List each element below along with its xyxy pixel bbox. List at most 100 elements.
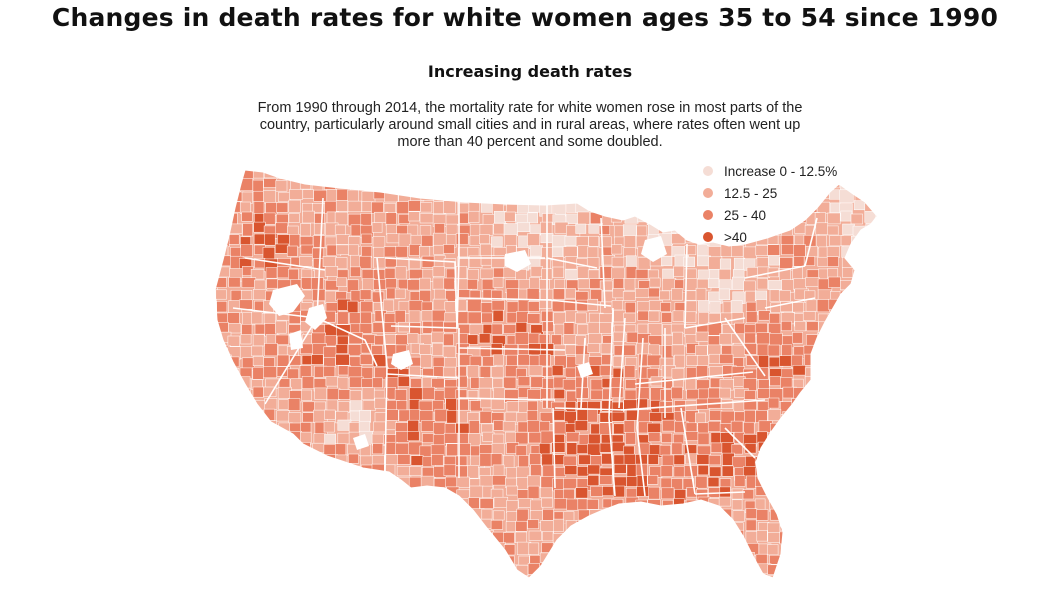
county-cell (708, 256, 723, 270)
county-cell (624, 192, 638, 205)
legend-item-25-40: 25 - 40 (703, 204, 843, 226)
county-cell (805, 487, 818, 499)
county-cell (888, 466, 895, 475)
county-cell (878, 312, 889, 322)
county-cell (566, 442, 578, 455)
county-cell (792, 555, 806, 569)
county-cell (266, 586, 278, 588)
county-cell (683, 311, 697, 323)
county-cell (350, 254, 361, 268)
county-cell (420, 420, 436, 432)
county-cell (240, 334, 252, 345)
county-cell (444, 159, 455, 168)
county-cell (517, 222, 530, 233)
county-cell (647, 454, 659, 465)
county-cell (386, 409, 399, 421)
county-cell (853, 387, 868, 399)
county-cell (803, 586, 813, 588)
county-cell (744, 443, 757, 454)
county-cell (505, 521, 518, 533)
county-cell (503, 376, 517, 389)
county-cell (252, 170, 265, 179)
county-cell (720, 399, 733, 409)
county-cell (563, 455, 577, 467)
county-cell (406, 553, 419, 565)
county-cell (612, 522, 627, 534)
county-cell (840, 158, 854, 169)
county-cell (302, 210, 315, 224)
county-cell (589, 521, 604, 534)
county-cell (599, 565, 612, 578)
county-cell (708, 563, 723, 576)
county-cell (250, 269, 265, 280)
county-cell (685, 378, 697, 391)
county-cell (396, 577, 410, 578)
county-cell (853, 278, 866, 292)
county-cell (252, 409, 264, 420)
county-cell (730, 420, 744, 433)
county-cell (372, 377, 383, 389)
county-cell (433, 232, 447, 247)
county-cell (734, 475, 746, 487)
county-cell (862, 444, 875, 455)
county-cell (241, 587, 254, 588)
county-cell (517, 299, 530, 313)
county-cell (263, 366, 277, 379)
county-cell (685, 563, 698, 574)
county-cell (554, 158, 564, 170)
county-cell (662, 170, 676, 181)
county-cell (218, 487, 233, 499)
county-cell (635, 499, 648, 510)
county-cell (686, 508, 701, 520)
county-cell (408, 300, 423, 313)
county-cell (347, 170, 360, 183)
county-cell (587, 475, 600, 486)
county-cell (614, 170, 628, 171)
county-cell (360, 300, 374, 314)
county-cell (241, 565, 256, 578)
county-cell (205, 201, 213, 212)
county-cell (326, 170, 341, 180)
county-cell (852, 530, 864, 542)
county-cell (780, 420, 794, 434)
county-cell (350, 554, 363, 565)
county-cell (685, 191, 699, 205)
county-cell (230, 170, 242, 178)
county-cell (730, 300, 743, 314)
county-cell (732, 212, 744, 225)
county-cell (217, 400, 231, 413)
county-cell (300, 158, 314, 167)
county-cell (890, 378, 896, 387)
county-cell (879, 269, 893, 280)
county-cell (622, 224, 637, 237)
county-cell (455, 170, 467, 183)
county-cell (337, 376, 349, 390)
county-cell (876, 410, 877, 421)
county-cell (781, 320, 792, 332)
county-cell (707, 477, 720, 488)
county-cell (432, 342, 444, 356)
county-cell (278, 158, 292, 168)
county-cell (853, 563, 865, 575)
county-cell (514, 332, 529, 345)
county-cell (410, 455, 424, 466)
county-cell (792, 158, 805, 168)
county-cell (879, 497, 892, 507)
county-cell (673, 577, 686, 578)
county-cell (853, 178, 866, 191)
county-cell (875, 507, 877, 519)
county-cell (241, 277, 257, 288)
county-cell (242, 520, 257, 532)
county-cell (685, 541, 699, 554)
county-cell (662, 586, 675, 588)
county-cell (254, 323, 266, 335)
county-cell (707, 278, 720, 289)
county-cell (277, 266, 290, 279)
county-cell (577, 542, 589, 553)
county-cell (613, 509, 628, 521)
county-cell (854, 331, 866, 344)
legend-swatch-25-40 (703, 210, 713, 220)
county-cell (215, 368, 229, 380)
county-cell (227, 376, 240, 388)
county-cell (876, 543, 877, 557)
